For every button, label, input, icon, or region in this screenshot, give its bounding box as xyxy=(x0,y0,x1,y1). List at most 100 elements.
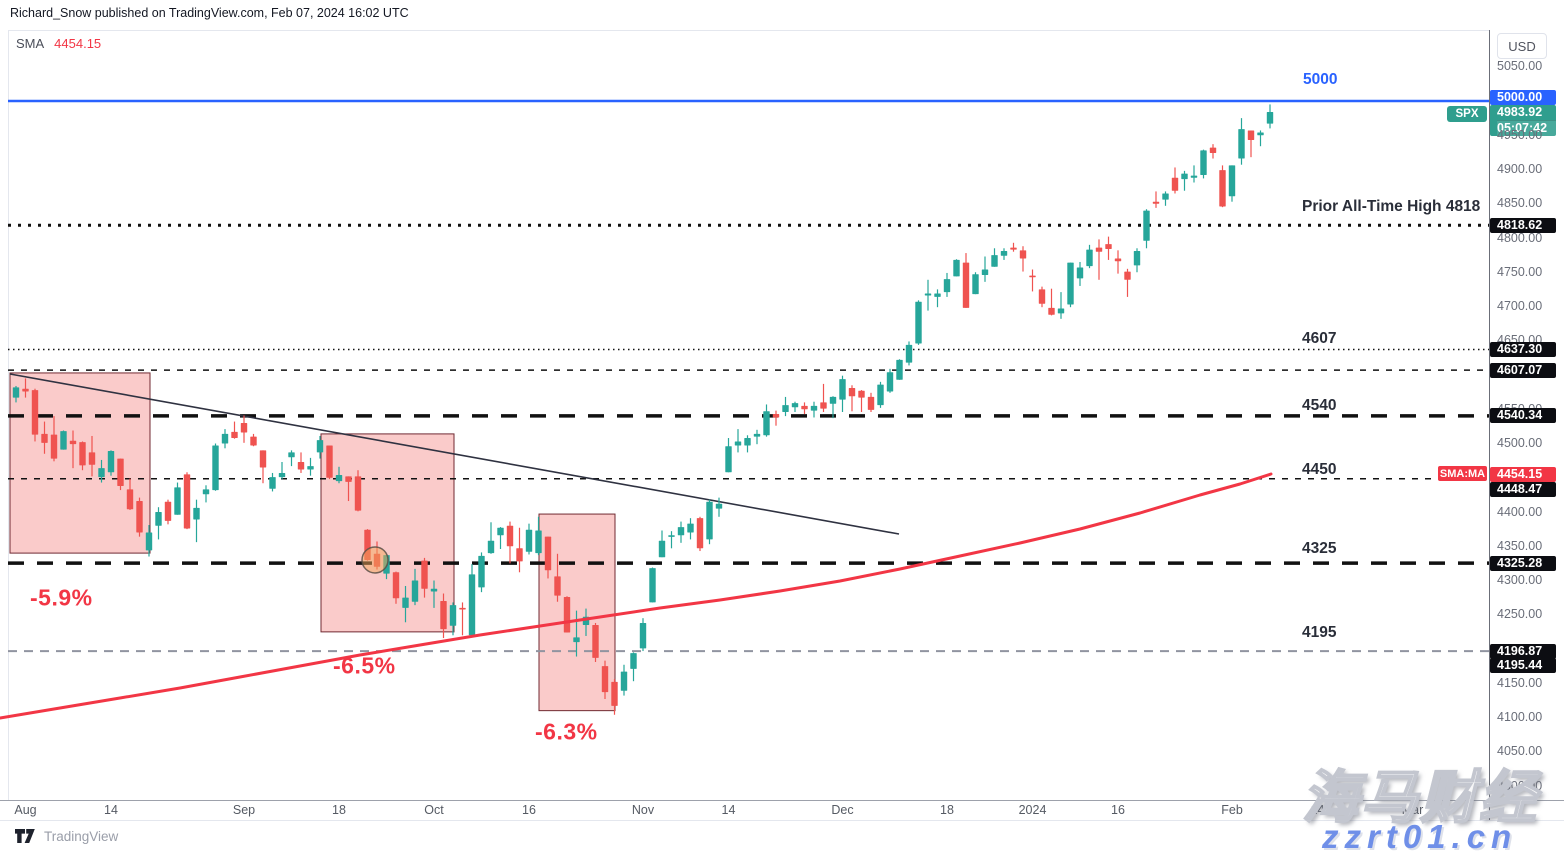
candle-body xyxy=(212,445,219,491)
candle-body xyxy=(155,512,162,526)
price-tick-4050.00: 4050.00 xyxy=(1497,744,1543,759)
time-tick-14: 14 xyxy=(1310,803,1325,817)
candle-body xyxy=(1181,173,1188,180)
candle-body xyxy=(1133,251,1141,266)
publish-header: Richard_Snow published on TradingView.co… xyxy=(10,6,409,20)
candle-body xyxy=(763,411,770,436)
price-tick-4300.00: 4300.00 xyxy=(1497,573,1543,587)
candle-body xyxy=(1228,165,1236,197)
candle-body xyxy=(1124,271,1131,280)
indicator-name: SMA xyxy=(16,36,45,51)
price-axis-border xyxy=(1489,30,1490,820)
candle-body xyxy=(183,474,191,529)
level-text-label: 4195 xyxy=(1302,624,1337,641)
candle-body xyxy=(1143,210,1150,241)
candle-body xyxy=(421,560,428,589)
candle-body xyxy=(905,344,913,363)
currency-button[interactable]: USD xyxy=(1497,33,1547,59)
candle-body xyxy=(88,452,96,465)
decline-pct-label: -6.3% xyxy=(535,718,598,745)
candle-body xyxy=(706,501,713,540)
sma-line[interactable] xyxy=(0,472,1273,720)
price-axis[interactable]: USD 5050.00 5000.00 4983.92 05:07:42 4950.00… xyxy=(1490,30,1564,800)
price-tick-4196.87: 4196.87 xyxy=(1490,643,1556,659)
level-text-label: 4450 xyxy=(1302,461,1337,478)
candle-body xyxy=(791,403,799,408)
candle-body xyxy=(22,388,29,392)
candle-body xyxy=(981,269,989,275)
candle-body xyxy=(1067,262,1074,305)
candle-body xyxy=(297,461,305,470)
level-text-label: 4325 xyxy=(1302,540,1337,557)
candle-body xyxy=(744,438,751,446)
candle-body xyxy=(1238,129,1245,159)
candle-body xyxy=(1152,201,1160,204)
candle-body xyxy=(278,472,286,478)
price-tick-4607.07: 4607.07 xyxy=(1490,362,1556,378)
candle-body xyxy=(611,681,618,706)
price-tick-4454.15: 4454.15 xyxy=(1490,467,1556,483)
candle-body xyxy=(924,293,932,296)
price-tick-4448.47: 4448.47 xyxy=(1490,482,1556,498)
candle-body xyxy=(487,540,495,554)
sma-ma-tag: SMA:MA xyxy=(1438,466,1487,481)
candle-body xyxy=(953,259,960,277)
candle-body xyxy=(829,396,837,404)
candle-body xyxy=(1048,307,1055,315)
price-tick-5000.00: 5000.00 xyxy=(1490,89,1556,105)
candle-body xyxy=(164,501,172,521)
candle-body xyxy=(316,440,324,453)
decline-box[interactable] xyxy=(320,433,455,633)
tradingview-logo-icon[interactable] xyxy=(14,828,36,844)
highlight-circle[interactable] xyxy=(361,546,389,574)
tradingview-brand-text[interactable]: TradingView xyxy=(44,828,119,844)
candle-body xyxy=(934,293,941,297)
candle-body xyxy=(810,405,818,411)
time-axis[interactable]: Aug 14 Sep 18 Oct 16 Nov 14 Dec 18 2024 16 Feb 14 Mar xyxy=(0,801,1564,820)
candle-body xyxy=(915,301,922,344)
candle-body xyxy=(801,405,808,410)
candle-body xyxy=(1257,132,1264,136)
candle-body xyxy=(411,580,419,602)
candle-body xyxy=(1057,308,1065,314)
candle-body xyxy=(449,605,457,626)
price-tick-4250.00: 4250.00 xyxy=(1497,607,1543,622)
time-tick-18: 18 xyxy=(940,803,954,817)
candle-body xyxy=(734,441,742,446)
time-tick-14: 14 xyxy=(721,803,736,817)
candle-body xyxy=(668,535,675,537)
price-tick-4325.28: 4325.28 xyxy=(1490,555,1556,571)
candle-body xyxy=(753,433,761,437)
price-tick-4100.00: 4100.00 xyxy=(1497,710,1543,724)
candle-body xyxy=(440,601,447,630)
candle-body xyxy=(107,451,115,473)
candle-body xyxy=(991,255,998,267)
decline-pct-label: -5.9% xyxy=(30,584,93,611)
indicator-value: 4454.15 xyxy=(54,36,102,51)
level-text-label: Prior All-Time High 4818 xyxy=(1302,198,1481,215)
candle-body xyxy=(1038,289,1046,304)
candle-body xyxy=(221,433,229,444)
candle-body xyxy=(658,540,666,558)
time-tick-18: 18 xyxy=(332,803,346,817)
candle-body xyxy=(1190,175,1198,178)
footer: TradingView xyxy=(14,828,118,844)
descending-trendline[interactable] xyxy=(9,373,900,535)
level-text-label: 4540 xyxy=(1302,397,1337,414)
candle-body xyxy=(231,431,238,439)
candle-body xyxy=(1209,147,1217,154)
candle-body xyxy=(715,503,723,509)
candle-body xyxy=(41,433,48,443)
price-tick-4800.00: 4800.00 xyxy=(1497,230,1543,245)
price-tick-4637.30: 4637.30 xyxy=(1490,341,1556,357)
time-tick-Dec: Dec xyxy=(831,803,854,817)
candle-body xyxy=(820,402,827,409)
candlestick-chart-canvas[interactable] xyxy=(0,0,1489,800)
candle-body xyxy=(1010,247,1017,250)
candle-body xyxy=(1076,267,1084,279)
candle-body xyxy=(1105,244,1112,249)
candle-body xyxy=(1219,170,1226,207)
candle-body xyxy=(563,596,571,633)
candle-body xyxy=(136,501,143,533)
candle-body xyxy=(60,431,67,450)
